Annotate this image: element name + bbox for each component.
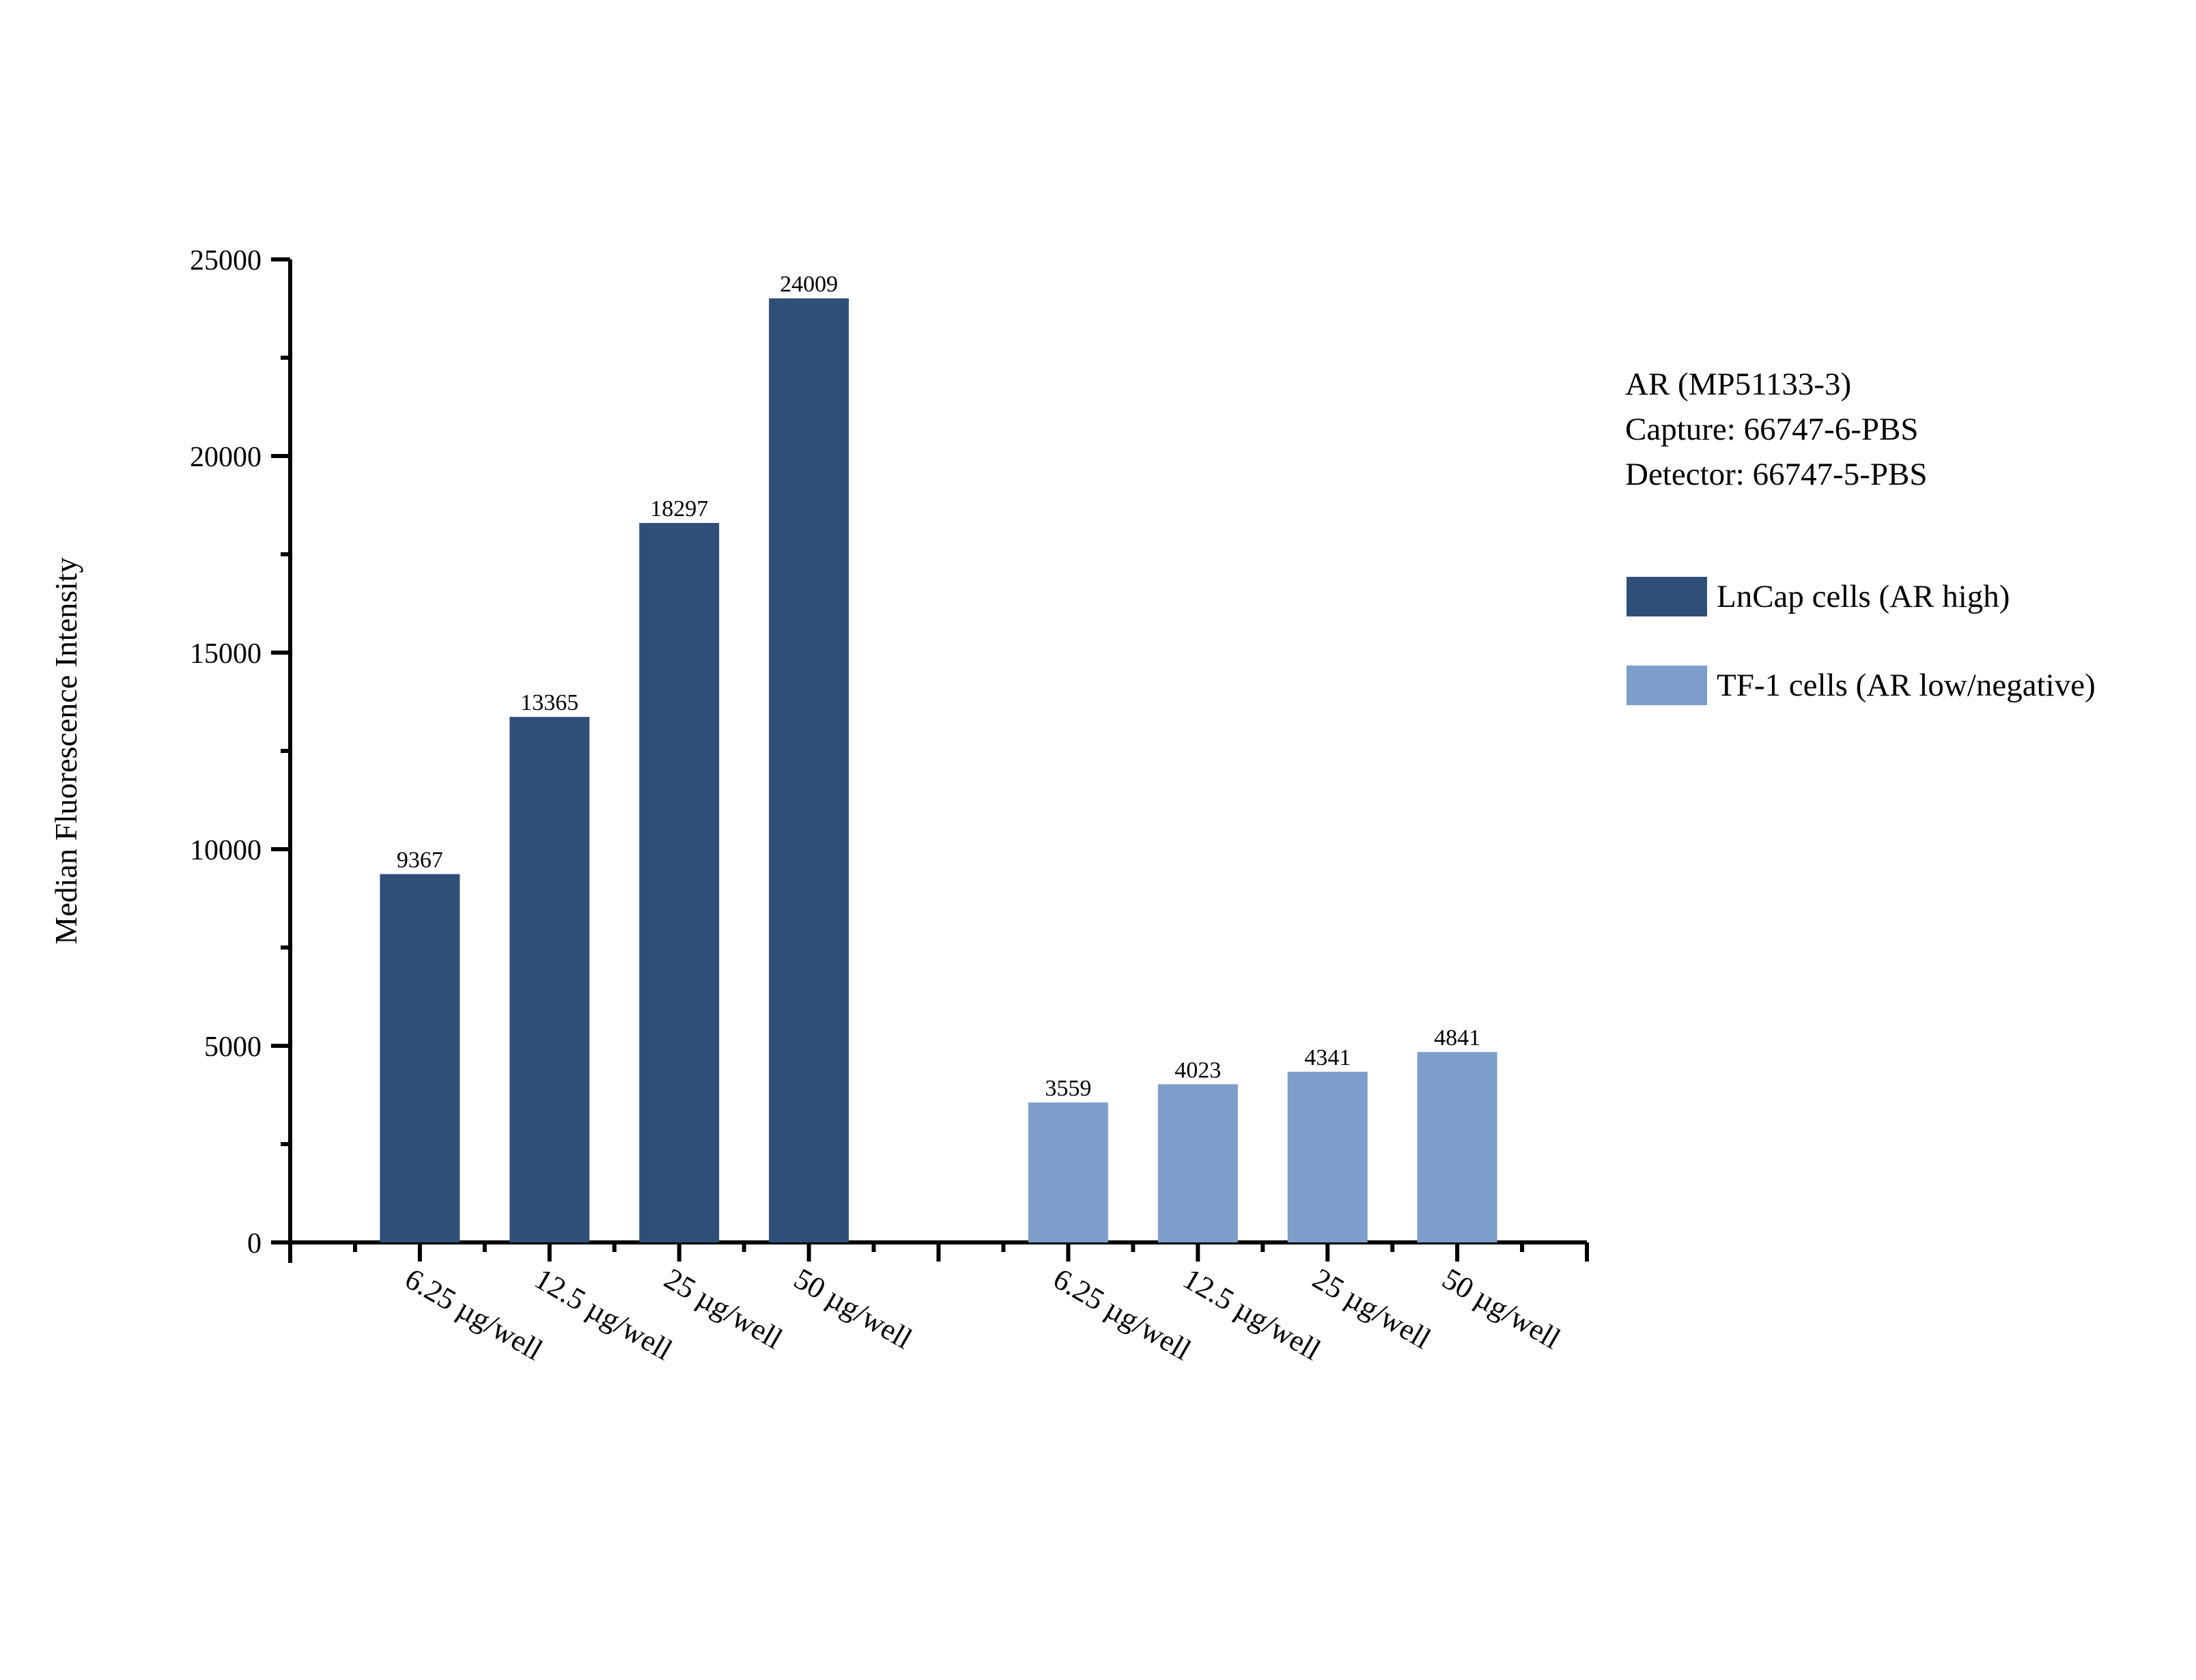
y-tick-label: 25000 <box>190 245 262 276</box>
bar-value-label: 3559 <box>1045 1076 1091 1101</box>
bar-value-label: 9367 <box>397 847 443 872</box>
y-axis: 0 5000 10000 15000 20000 25000 <box>190 245 292 1263</box>
detector-label: Detector: 66747-5-PBS <box>1625 457 1928 492</box>
bar <box>1417 1052 1497 1242</box>
bar <box>1028 1102 1108 1242</box>
x-tick-label: 6.25 µg/well <box>399 1262 548 1367</box>
x-axis <box>271 1240 1589 1262</box>
x-tick-label: 12.5 µg/well <box>529 1262 678 1367</box>
bar <box>509 717 590 1242</box>
capture-label: Capture: 66747-6-PBS <box>1625 412 1919 447</box>
antibody-title: AR (MP51133-3) <box>1625 367 1852 402</box>
bar <box>769 298 849 1243</box>
bar <box>380 874 460 1242</box>
chart-info-legend: AR (MP51133-3) Capture: 66747-6-PBS Dete… <box>1625 362 2096 705</box>
legend-item-lncap: LnCap cells (AR high) <box>1627 577 2010 616</box>
x-tick-label: 50 µg/well <box>789 1262 918 1356</box>
bar <box>1287 1071 1368 1242</box>
legend-swatch-lncap <box>1627 577 1707 616</box>
legend-label-lncap: LnCap cells (AR high) <box>1717 579 2010 614</box>
x-tick-label: 25 µg/well <box>1307 1262 1436 1356</box>
bar <box>639 523 720 1242</box>
y-tick-label: 20000 <box>190 442 262 473</box>
x-tick-label: 12.5 µg/well <box>1177 1262 1326 1367</box>
bar-value-label: 4841 <box>1434 1025 1480 1051</box>
legend-item-tf1: TF-1 cells (AR low/negative) <box>1627 666 2096 705</box>
y-tick-label: 15000 <box>190 638 262 670</box>
bars: 9367 13365 18297 24009 3559 4023 4341 4841 <box>380 272 1497 1243</box>
bar-value-label: 4341 <box>1304 1045 1351 1070</box>
x-tick-label: 6.25 µg/well <box>1047 1262 1196 1367</box>
bar-value-label: 18297 <box>650 496 708 522</box>
y-tick-label: 10000 <box>190 835 262 866</box>
x-tick-label: 25 µg/well <box>659 1262 788 1356</box>
y-tick-label: 0 <box>247 1228 262 1259</box>
y-tick-label: 5000 <box>204 1031 262 1063</box>
bar-value-label: 4023 <box>1174 1057 1221 1083</box>
legend-swatch-tf1 <box>1627 666 1707 705</box>
bar-value-label: 13365 <box>520 690 578 715</box>
legend-label-tf1: TF-1 cells (AR low/negative) <box>1717 668 2096 703</box>
bar <box>1157 1084 1238 1242</box>
bar-value-label: 24009 <box>780 272 838 297</box>
y-axis-title: Median Fluorescence Intensity <box>48 557 83 944</box>
x-tick-label: 50 µg/well <box>1437 1262 1566 1356</box>
